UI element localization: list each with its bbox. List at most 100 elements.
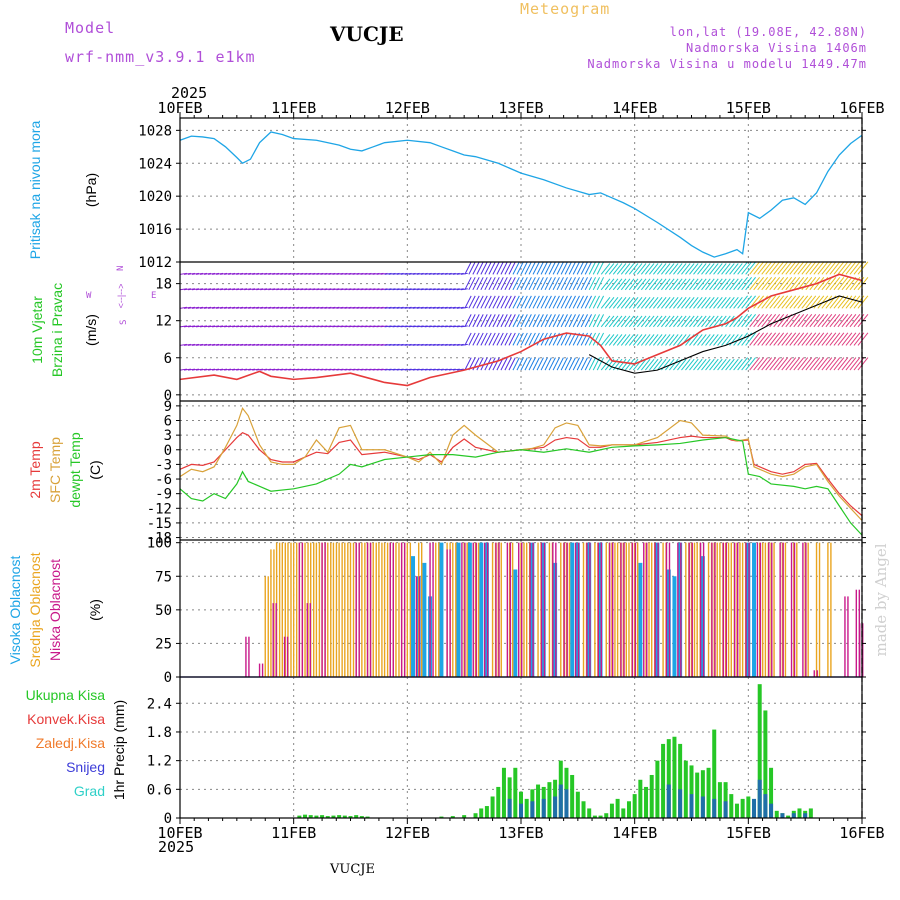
wind-barb [392, 288, 400, 291]
y-tick-label: 1028 [138, 123, 172, 139]
y-tick-label: 75 [155, 569, 172, 585]
wind-barb [468, 332, 476, 346]
wind-barb [769, 357, 781, 371]
cloud-title-low: Niska Oblacnost [47, 559, 63, 661]
wind-barb [556, 295, 564, 309]
wind-barb [596, 261, 605, 275]
wind-barb [492, 357, 500, 371]
wind-barb [781, 261, 793, 275]
wind-barb [677, 278, 687, 291]
wind-barb [833, 261, 845, 275]
wind-barb [384, 343, 392, 346]
wind-unit: (m/s) [83, 314, 99, 346]
wind-barb [484, 295, 492, 309]
wind-barb [544, 357, 552, 371]
wind-barb [841, 332, 853, 346]
wind-barb [416, 306, 424, 309]
wind-barb [753, 261, 765, 275]
wind-barb [380, 325, 388, 328]
wind-barb [624, 334, 635, 346]
wind-barb [673, 334, 683, 346]
wind-barb [636, 315, 647, 328]
wind-barb [500, 295, 508, 309]
wind-barb [845, 276, 857, 291]
wind-barb [396, 306, 404, 309]
wind-barb [199, 325, 208, 328]
wind-barb [376, 306, 384, 309]
wind-barb [356, 368, 364, 371]
wind-barb [300, 272, 308, 275]
wind-barb [280, 325, 288, 328]
wind-barb [753, 332, 765, 346]
wind-barb [183, 368, 192, 371]
wind-barb [260, 343, 268, 346]
wind-barb [652, 334, 663, 346]
wind-barb [777, 261, 789, 275]
wind-barb [833, 357, 845, 371]
wind-barb [741, 295, 752, 309]
wind-barb [632, 315, 643, 328]
precip-bar [786, 815, 791, 818]
y-tick-label: 0 [164, 388, 172, 404]
wind-barb [352, 368, 360, 371]
wind-barb [628, 297, 639, 309]
wind-barb [640, 334, 651, 346]
wind-barb [652, 263, 663, 275]
y-tick-label: -6 [155, 472, 172, 488]
precip-bar [757, 684, 762, 818]
wind-barb [344, 368, 352, 371]
wind-barb [388, 272, 396, 275]
wind-barb [300, 368, 308, 371]
wind-barb [757, 357, 769, 371]
wind-barb [773, 332, 785, 346]
wind-barb [324, 288, 332, 291]
wind-barb [701, 297, 711, 309]
wind-barb [841, 295, 853, 309]
wind-barb [761, 332, 773, 346]
precip-bar [626, 801, 631, 818]
wind-barb [332, 325, 340, 328]
wind-barb [508, 277, 516, 291]
wind-barb [440, 288, 448, 291]
wind-barb [320, 325, 328, 328]
wind-barb [793, 276, 805, 291]
wind-barb [260, 306, 268, 309]
wind-barb [532, 357, 540, 371]
wind-barb [400, 343, 408, 346]
wind-barb [825, 332, 837, 346]
wind-barb [504, 277, 512, 291]
wind-barb [781, 332, 793, 346]
wind-barb [580, 295, 588, 309]
wind-barb [448, 368, 456, 371]
wind-barb [328, 343, 336, 346]
wind-barb [741, 357, 752, 371]
wind-barb [793, 295, 805, 309]
wind-barb [496, 295, 504, 309]
wind-barb [604, 278, 615, 291]
wind-barb [452, 306, 460, 309]
wind-barb [809, 314, 821, 328]
wind-barb [685, 315, 695, 328]
wind-barb [693, 297, 703, 309]
wind-barb [248, 272, 256, 275]
wind-barb [312, 325, 320, 328]
wind-barb [544, 261, 552, 275]
wind-barb [733, 278, 743, 291]
wind-barb [548, 332, 556, 346]
wind-barb [276, 288, 284, 291]
wind-barb [428, 368, 436, 371]
wind-barb [713, 297, 723, 309]
wind-barb [540, 314, 548, 328]
wind-barb [709, 334, 719, 346]
wind-barb [821, 314, 833, 328]
y-tick-label: 1024 [138, 156, 172, 172]
station-title: VUCJE [330, 22, 404, 46]
wind-barb [388, 368, 396, 371]
x-tick-label-top: 16FEB [839, 99, 884, 117]
wind-barb [500, 314, 508, 328]
wind-barb [849, 314, 861, 328]
wind-barb [316, 272, 324, 275]
wind-barb [616, 278, 627, 291]
wind-barb [352, 343, 360, 346]
wind-barb [693, 334, 703, 346]
